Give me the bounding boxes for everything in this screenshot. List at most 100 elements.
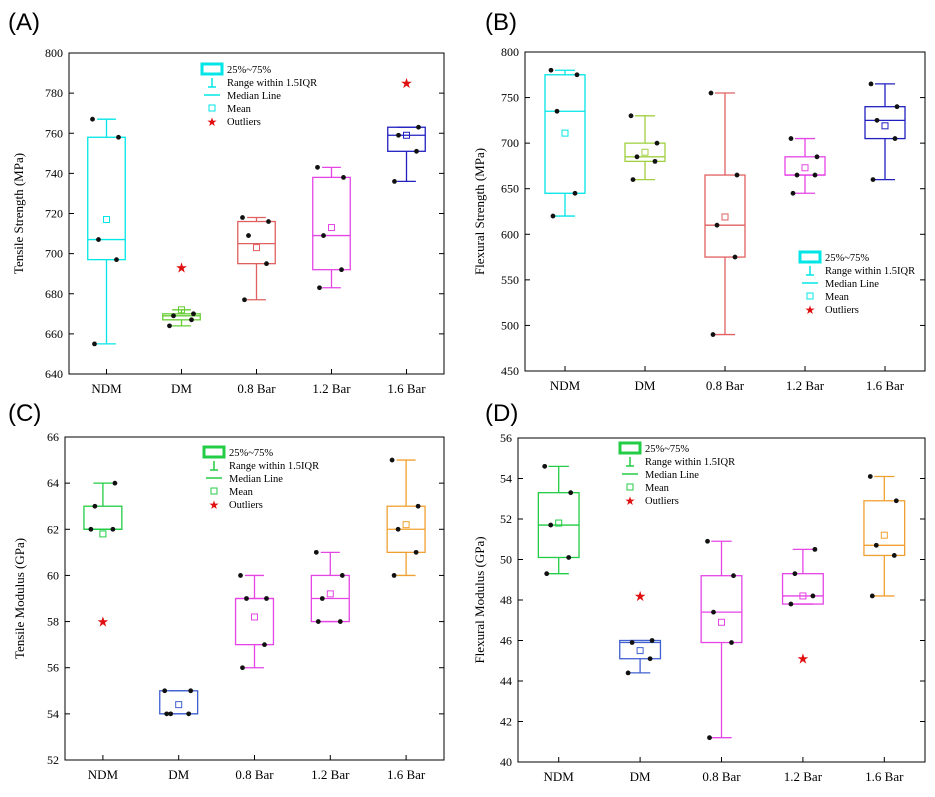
data-point — [114, 257, 119, 263]
legend-label: 25%~75% — [229, 448, 273, 459]
box-1.2-bar — [784, 136, 826, 196]
data-point — [792, 571, 798, 577]
x-tick-label: 1.6 Bar — [387, 767, 426, 782]
mean-marker — [402, 521, 410, 529]
data-point — [814, 154, 820, 160]
y-tick-label: 800 — [501, 45, 519, 59]
box-dm — [624, 113, 666, 183]
mean-marker — [880, 531, 888, 539]
chart-panel-4: (D) 40 42 44 46 48 50 52 54 56 Flexural Modulus (G… — [472, 400, 926, 784]
data-point — [714, 222, 720, 228]
x-tick-label: 0.8 Bar — [702, 769, 741, 784]
y-tick-label: 800 — [45, 46, 63, 60]
data-point — [341, 174, 346, 180]
mean-marker — [799, 592, 807, 600]
box-dm — [159, 688, 199, 717]
data-point — [572, 190, 578, 196]
legend-outlier-icon: ★ — [625, 494, 636, 508]
legend-box-icon — [200, 62, 224, 76]
legend-outlier-icon: ★ — [805, 303, 816, 317]
legend-label: Median Line — [229, 474, 283, 485]
data-point — [416, 124, 421, 130]
box-1.2-bar: ★ — [781, 546, 824, 668]
y-axis-label: Tensile Strength (MPa) — [11, 153, 26, 274]
legend-label: Range within 1.5IQR — [229, 461, 319, 472]
legend: 25%~75% Range within 1.5IQR Median Line Mea… — [618, 441, 735, 508]
mean-marker — [326, 590, 334, 598]
data-point — [790, 190, 796, 196]
data-point — [812, 172, 818, 178]
data-point — [315, 164, 320, 170]
legend-box-icon — [618, 441, 642, 455]
data-point — [649, 638, 655, 643]
y-tick-label: 760 — [45, 126, 63, 140]
data-point — [238, 573, 243, 578]
data-point — [812, 546, 818, 552]
box-1.6-bar: ★ — [387, 77, 426, 184]
data-point — [414, 148, 419, 154]
data-point — [92, 503, 98, 509]
y-tick-label: 740 — [45, 166, 63, 180]
mean-marker — [718, 618, 725, 626]
data-point — [544, 571, 550, 577]
legend-box-icon — [202, 445, 226, 459]
outlier-marker: ★ — [175, 262, 188, 277]
outlier-marker: ★ — [634, 590, 647, 605]
mean-marker — [253, 244, 260, 252]
panel-label: (A) — [8, 9, 40, 36]
panel-label: (C) — [8, 400, 41, 427]
data-point — [264, 596, 269, 601]
data-point — [574, 72, 580, 78]
outlier-marker: ★ — [97, 616, 110, 631]
x-tick-label: DM — [630, 769, 651, 784]
data-point — [112, 480, 118, 486]
data-point — [892, 136, 898, 141]
box-1.6-bar — [864, 81, 906, 183]
data-point — [321, 233, 326, 238]
y-tick-label: 600 — [501, 227, 519, 241]
legend: 25%~75% Range within 1.5IQR Median Line Mea… — [200, 62, 317, 129]
data-point — [315, 619, 321, 624]
data-point — [392, 179, 397, 184]
data-point — [188, 688, 194, 694]
y-tick-label: 64 — [47, 476, 59, 490]
data-point — [634, 154, 640, 160]
iqr-box — [387, 126, 426, 152]
legend-label: 25%~75% — [645, 444, 689, 455]
iqr-box — [237, 220, 276, 265]
mean-marker — [328, 224, 335, 232]
x-tick-label: 1.6 Bar — [865, 769, 904, 784]
legend-label: Range within 1.5IQR — [645, 457, 735, 468]
data-point — [319, 596, 325, 601]
mean-marker — [636, 647, 644, 655]
data-point — [625, 670, 631, 676]
data-point — [705, 538, 710, 544]
legend-label: Mean — [825, 292, 850, 303]
chart-panel-2: (B) 450 500 550 600 650 700 750 800 Flexural Stre… — [472, 9, 926, 393]
data-point — [731, 573, 736, 579]
x-tick-label: NDM — [550, 378, 581, 393]
chart-panel-1: (A) 640 660 680 700 720 740 760 780 800 Tensile St… — [8, 9, 445, 396]
legend-label: Mean — [645, 483, 670, 494]
data-point — [711, 609, 716, 615]
legend-label: Outliers — [229, 500, 263, 511]
legend-mean-icon — [626, 483, 634, 491]
box-0.8-bar — [234, 573, 275, 671]
data-point — [628, 113, 634, 119]
data-point — [873, 542, 879, 548]
data-point — [647, 656, 653, 662]
data-point — [554, 108, 560, 114]
box-ndm: ★ — [83, 480, 123, 631]
y-tick-label: 700 — [45, 247, 63, 261]
legend-label: Outliers — [227, 117, 261, 128]
data-point — [240, 665, 245, 671]
data-point — [339, 573, 345, 578]
legend-mean-icon — [208, 104, 216, 112]
x-tick-label: NDM — [544, 769, 575, 784]
data-point — [732, 254, 738, 260]
data-point — [550, 213, 556, 219]
data-point — [168, 711, 174, 717]
iqr-box — [87, 136, 126, 261]
panel-label: (B) — [485, 9, 517, 36]
mean-marker — [801, 164, 809, 172]
